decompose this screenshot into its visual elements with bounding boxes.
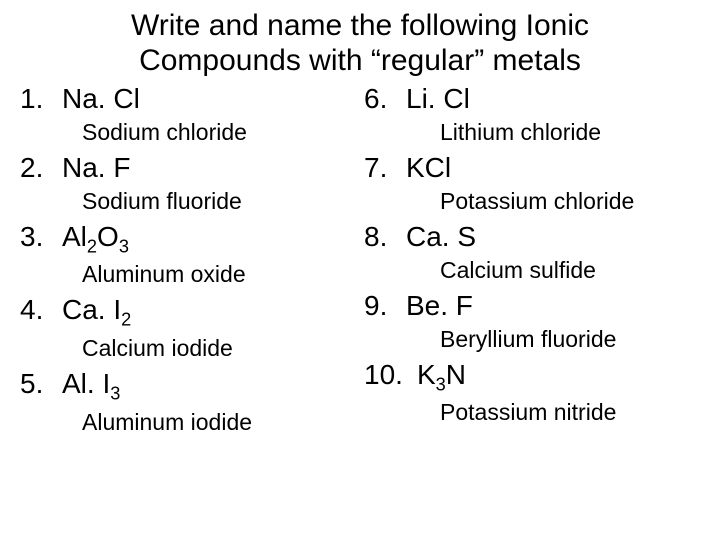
item-number: 6. — [364, 83, 392, 115]
list-item: 1. Na. Cl Sodium chloride — [20, 83, 360, 146]
compound-name: Sodium chloride — [82, 119, 360, 146]
item-number: 4. — [20, 294, 48, 326]
formula: Al. I3 — [62, 368, 120, 405]
formula-line: 4. Ca. I2 — [20, 294, 360, 331]
formula: Na. Cl — [62, 83, 140, 115]
formula-line: 10. K3N — [364, 359, 704, 396]
compound-name: Aluminum oxide — [82, 261, 360, 288]
formula-line: 9. Be. F — [364, 290, 704, 322]
compound-name: Beryllium fluoride — [440, 326, 704, 353]
item-number: 10. — [364, 359, 403, 391]
formula-line: 3. Al2O3 — [20, 221, 360, 258]
list-item: 9. Be. F Beryllium fluoride — [364, 290, 704, 353]
item-number: 5. — [20, 368, 48, 400]
list-item: 7. KCl Potassium chloride — [364, 152, 704, 215]
formula: K3N — [417, 359, 466, 396]
formula: Al2O3 — [62, 221, 129, 258]
formula-line: 6. Li. Cl — [364, 83, 704, 115]
item-number: 3. — [20, 221, 48, 253]
slide-title: Write and name the following Ionic Compo… — [16, 8, 704, 79]
compound-name: Aluminum iodide — [82, 409, 360, 436]
formula: Ca. I2 — [62, 294, 131, 331]
list-item: 5. Al. I3 Aluminum iodide — [20, 368, 360, 436]
content-columns: 1. Na. Cl Sodium chloride 2. Na. F Sodium flu… — [16, 83, 704, 442]
formula: Li. Cl — [406, 83, 470, 115]
right-column: 6. Li. Cl Lithium chloride 7. KCl Potassium c… — [360, 83, 704, 442]
item-number: 1. — [20, 83, 48, 115]
formula: KCl — [406, 152, 451, 184]
list-item: 2. Na. F Sodium fluoride — [20, 152, 360, 215]
list-item: 6. Li. Cl Lithium chloride — [364, 83, 704, 146]
title-line2: Compounds with “regular” metals — [139, 44, 581, 77]
list-item: 3. Al2O3 Aluminum oxide — [20, 221, 360, 289]
list-item: 8. Ca. S Calcium sulfide — [364, 221, 704, 284]
compound-name: Calcium iodide — [82, 335, 360, 362]
compound-name: Sodium fluoride — [82, 188, 360, 215]
list-item: 10. K3N Potassium nitride — [364, 359, 704, 427]
item-number: 9. — [364, 290, 392, 322]
formula-line: 7. KCl — [364, 152, 704, 184]
formula: Na. F — [62, 152, 130, 184]
title-line1: Write and name the following Ionic — [131, 9, 589, 42]
item-number: 2. — [20, 152, 48, 184]
compound-name: Potassium chloride — [440, 188, 704, 215]
compound-name: Calcium sulfide — [440, 257, 704, 284]
compound-name: Potassium nitride — [440, 399, 704, 426]
item-number: 8. — [364, 221, 392, 253]
list-item: 4. Ca. I2 Calcium iodide — [20, 294, 360, 362]
item-number: 7. — [364, 152, 392, 184]
formula-line: 5. Al. I3 — [20, 368, 360, 405]
formula-line: 2. Na. F — [20, 152, 360, 184]
formula-line: 1. Na. Cl — [20, 83, 360, 115]
left-column: 1. Na. Cl Sodium chloride 2. Na. F Sodium flu… — [16, 83, 360, 442]
formula-line: 8. Ca. S — [364, 221, 704, 253]
formula: Be. F — [406, 290, 473, 322]
compound-name: Lithium chloride — [440, 119, 704, 146]
formula: Ca. S — [406, 221, 476, 253]
